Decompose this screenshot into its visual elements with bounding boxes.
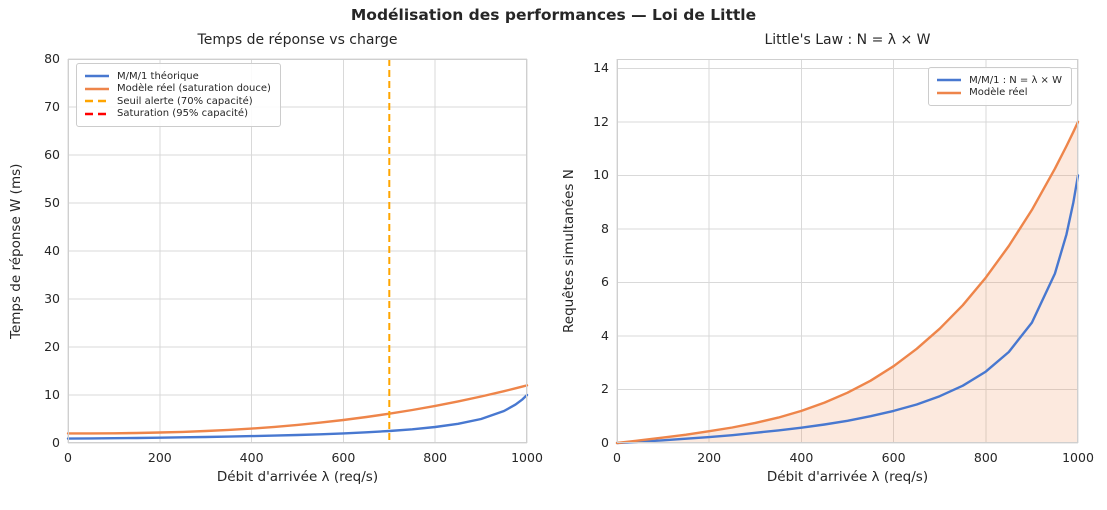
x-tick-label: 800 <box>423 450 448 465</box>
y-tick-label: 10 <box>593 167 609 183</box>
modele-reel-area-fill <box>617 121 1078 444</box>
x-tick-label: 0 <box>64 450 72 465</box>
legend-label: Modèle réel <box>969 87 1028 98</box>
legend-item-saturation: Saturation (95% capacité) <box>84 108 271 119</box>
legend-item-mm1-littles-law: M/M/1 : N = λ × W <box>936 75 1062 86</box>
plot-area <box>66 58 529 444</box>
left-subplot-response-time: Temps de réponse vs charge Débit d'arrivé… <box>8 32 543 485</box>
y-tick-label: 70 <box>44 99 60 114</box>
x-tick-label: 1000 <box>511 450 543 465</box>
y-tick-label: 0 <box>601 435 609 450</box>
y-tick-label: 60 <box>44 147 60 162</box>
y-tick-label: 10 <box>44 387 60 402</box>
y-tick-label: 2 <box>601 381 609 397</box>
mm1-theorique-curve <box>66 393 529 440</box>
y-tick-label: 0 <box>52 435 60 450</box>
y-tick-label: 50 <box>44 195 60 210</box>
legend-item-seuil-alerte: Seuil alerte (70% capacité) <box>84 96 271 107</box>
x-tick-label: 0 <box>613 450 621 465</box>
subplot-title: Temps de réponse vs charge <box>197 32 398 48</box>
legend-label: Seuil alerte (70% capacité) <box>117 95 253 107</box>
mm1-littles-law-legend-swatch <box>937 78 962 82</box>
y-tick-label: 6 <box>601 274 609 290</box>
x-tick-label: 200 <box>697 450 722 465</box>
y-tick-label: 14 <box>593 60 609 76</box>
legend-item-modele-reel: Modèle réel <box>936 87 1062 98</box>
y-tick-label: 30 <box>44 291 60 306</box>
legend-label: Saturation (95% capacité) <box>117 108 248 119</box>
subplot-title: Little's Law : N = λ × W <box>764 32 931 48</box>
legend-label: Modèle réel (saturation douce) <box>117 83 271 94</box>
right-subplot-littles-law: Little's Law : N = λ × W Débit d'arrivée … <box>561 32 1094 485</box>
x-axis-label: Débit d'arrivée λ (req/s) <box>216 469 379 485</box>
x-tick-label: 600 <box>331 450 356 465</box>
y-tick-label: 80 <box>44 51 60 66</box>
y-tick-label: 8 <box>601 220 609 236</box>
mm1-theorique-legend-swatch <box>85 74 109 78</box>
modele-reel-legend-swatch <box>937 91 962 94</box>
saturation-legend-swatch <box>85 112 109 115</box>
modele-reel-curve <box>615 120 1080 445</box>
legend: M/M/1 : N = λ × W Modèle réel <box>928 67 1072 106</box>
plot-area <box>615 58 1080 445</box>
legend-label: M/M/1 : N = λ × W <box>969 74 1062 86</box>
axes-border <box>616 58 1079 444</box>
y-tick-label: 12 <box>593 113 609 129</box>
y-tick-label: 4 <box>601 327 609 343</box>
legend-item-modele-reel: Modèle réel (saturation douce) <box>84 83 271 94</box>
axes-border <box>67 58 528 444</box>
x-tick-label: 200 <box>147 450 172 465</box>
legend: M/M/1 théorique Modèle réel (saturation d… <box>76 63 281 127</box>
legend-label: M/M/1 théorique <box>117 70 199 82</box>
x-tick-label: 400 <box>789 450 814 465</box>
x-tick-label: 400 <box>239 450 264 465</box>
y-tick-label: 40 <box>44 243 60 258</box>
modele-reel-curve <box>66 384 529 435</box>
figure-title: Modélisation des performances — Loi de L… <box>350 6 757 24</box>
mm1-littles-law-curve <box>615 174 1080 445</box>
x-axis-label: Débit d'arrivée λ (req/s) <box>766 469 929 485</box>
legend-item-mm1-theorique: M/M/1 théorique <box>84 71 271 82</box>
modele-reel-legend-swatch <box>85 87 109 90</box>
x-tick-label: 1000 <box>1062 450 1094 465</box>
x-tick-label: 800 <box>973 450 998 465</box>
seuil-alerte-legend-swatch <box>85 99 109 103</box>
y-tick-label: 20 <box>44 339 60 354</box>
x-tick-label: 600 <box>881 450 906 465</box>
